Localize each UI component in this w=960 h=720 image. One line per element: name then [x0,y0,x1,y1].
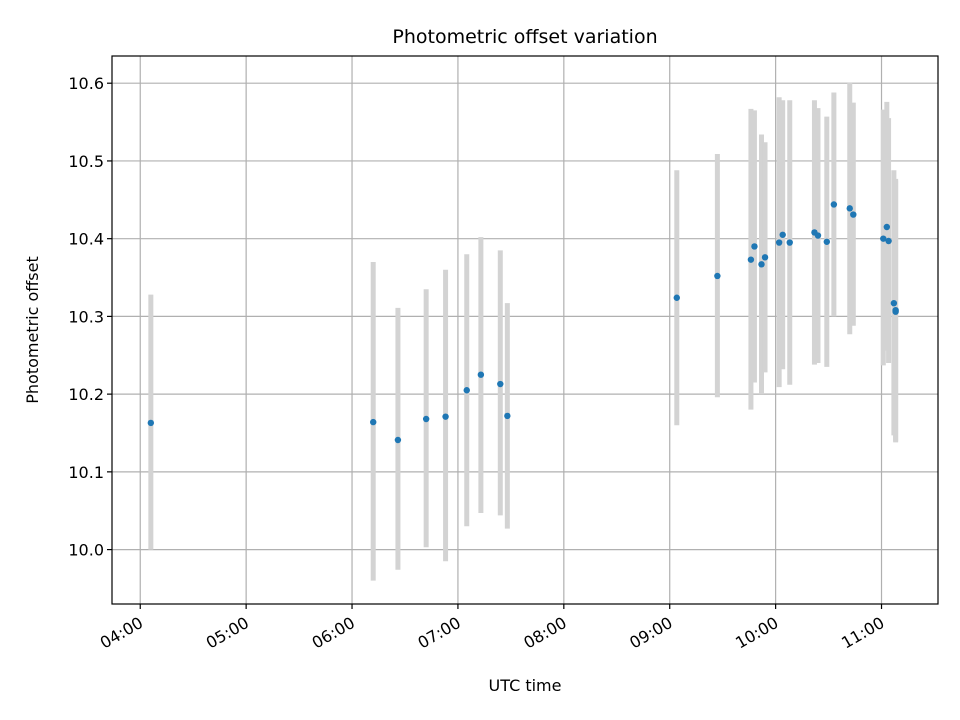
data-point [394,436,402,444]
data-point [477,371,485,378]
y-tick-label: 10.0 [68,541,104,560]
data-point [147,419,155,427]
data-point [830,201,838,208]
data-point [885,237,892,245]
data-point [823,238,831,245]
plot-frame [111,55,939,605]
data-point [497,380,504,388]
data-point [747,256,755,263]
x-axis-label: UTC time [489,676,562,695]
data-point [786,239,793,246]
data-point [504,412,511,420]
data-point [779,231,786,238]
y-tick-label: 10.5 [68,152,104,171]
data-point [814,232,822,239]
y-tick-label: 10.3 [68,307,104,326]
data-point [892,308,899,315]
y-axis-label: Photometric offset [23,256,42,404]
y-tick-label: 10.6 [68,74,104,93]
chart-title: Photometric offset variation [392,26,657,48]
data-point [761,254,769,261]
y-axis-ticks: 10.0 10.1 10.2 10.3 10.4 10.5 10.6 [68,74,112,560]
y-tick-label: 10.1 [68,463,104,482]
data-point [883,223,891,231]
data-point [751,243,758,250]
data-point [673,294,680,301]
data-point [714,272,721,280]
data-point [422,415,430,423]
y-tick-label: 10.2 [68,385,104,404]
data-point [758,261,765,268]
data-point [463,387,470,394]
data-points [147,201,899,444]
data-point [880,235,887,242]
data-point [846,205,853,212]
data-point [442,413,449,420]
y-tick-label: 10.4 [68,230,104,249]
data-point [890,299,898,307]
data-point [850,211,857,218]
data-point [370,418,377,426]
data-point [775,239,783,246]
